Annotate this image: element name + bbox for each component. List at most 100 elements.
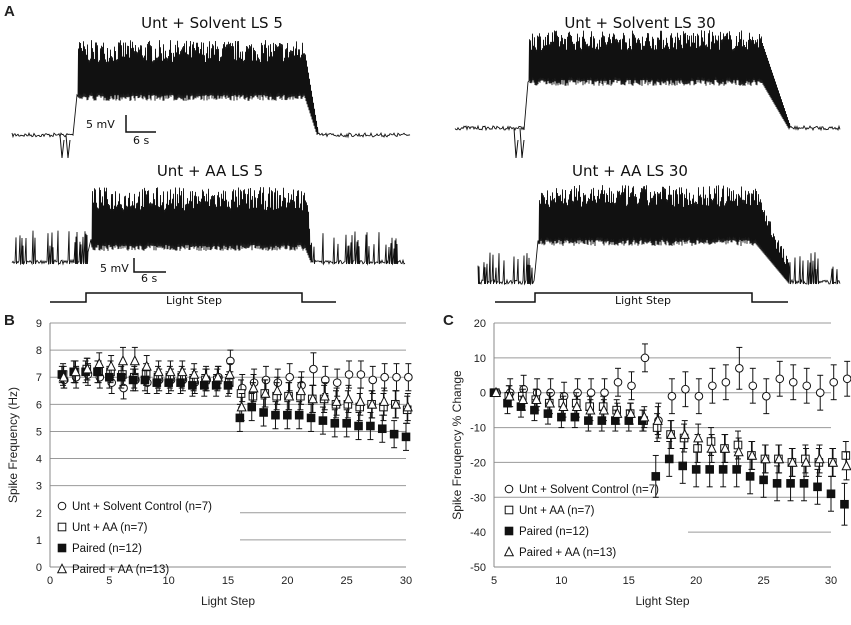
light-step-marker-left: [50, 292, 336, 303]
y-tick-label: 20: [474, 318, 486, 330]
data-point-triangle: [200, 371, 212, 382]
data-point-triangle: [248, 382, 259, 393]
trace-aa-ls30: [477, 185, 841, 286]
data-point-triangle: [693, 432, 704, 443]
data-point-triangle: [639, 411, 650, 422]
data-point-square-filled: [651, 472, 661, 481]
x-axis-label: Light Step: [635, 594, 689, 608]
data-point-circle: [761, 391, 771, 401]
data-point-triangle: [504, 390, 515, 401]
y-tick-label: 1: [36, 535, 42, 547]
data-point-triangle: [236, 401, 247, 412]
data-point-circle: [694, 391, 704, 401]
data-point-square-filled: [813, 482, 822, 492]
data-point-triangle: [260, 387, 271, 398]
series-triangle-open: [58, 346, 413, 422]
data-point-triangle: [165, 365, 176, 377]
data-point-triangle: [153, 365, 164, 377]
data-point-square-open: [693, 444, 702, 453]
data-point-square-filled: [140, 375, 150, 385]
data-point-triangle: [841, 459, 851, 471]
data-point-triangle: [94, 357, 105, 368]
light-step-label-left: Light Step: [166, 294, 222, 307]
data-point-circle: [392, 372, 401, 382]
data-point-triangle: [331, 395, 342, 406]
data-point-square-open: [57, 522, 67, 532]
data-point-circle: [57, 501, 67, 511]
data-point-square-filled: [247, 402, 257, 412]
data-point-square-filled: [745, 472, 755, 481]
y-tick-label: 0: [36, 562, 42, 574]
data-point-square-filled: [354, 421, 363, 431]
y-axis-label: Spike Freuqency % Change: [450, 370, 464, 520]
trace-title-aa-ls30: Unt + AA LS 30: [572, 162, 688, 180]
data-point-square-filled: [786, 479, 795, 488]
scale-bar-lines-top: [125, 115, 156, 133]
y-tick-label: 0: [480, 388, 486, 400]
data-point-triangle: [733, 446, 744, 457]
data-point-square-open: [504, 505, 514, 515]
x-tick-label: 15: [623, 575, 635, 587]
y-tick-label: -40: [470, 527, 486, 539]
data-point-square-filled: [516, 402, 526, 411]
x-tick-label: 20: [690, 575, 702, 587]
data-point-triangle: [355, 395, 366, 406]
data-point-triangle: [679, 428, 690, 439]
trace-solvent-ls30: [454, 30, 841, 132]
data-point-triangle: [787, 456, 798, 467]
panel-label-c: C: [443, 312, 454, 329]
data-point-square-filled: [624, 416, 634, 425]
data-point-triangle: [517, 393, 529, 404]
data-point-square-filled: [401, 432, 411, 442]
data-point-circle: [748, 381, 758, 391]
stimulus-artifact: [59, 134, 71, 159]
data-point-circle: [321, 375, 330, 385]
data-point-triangle: [212, 371, 224, 382]
data-point-triangle: [503, 546, 515, 557]
data-point-square-open: [248, 391, 258, 401]
legend-label: Paired (n=12): [72, 543, 142, 555]
x-tick-label: 30: [400, 575, 412, 587]
data-point-triangle: [129, 355, 140, 366]
data-point-circle: [667, 391, 677, 401]
data-point-circle: [681, 384, 690, 394]
data-point-square-filled: [318, 416, 328, 425]
legend-label: Unt + Solvent Control (n=7): [72, 501, 212, 513]
data-point-circle: [721, 377, 731, 387]
data-point-triangle: [272, 384, 283, 396]
scale-bar-top: 5 mV 6 s: [86, 115, 156, 147]
x-tick-label: 5: [491, 575, 497, 587]
x-axis-label: Light Step: [201, 594, 255, 608]
data-point-circle: [504, 484, 514, 494]
data-point-square-filled: [259, 408, 268, 417]
data-point-circle: [640, 353, 650, 363]
y-tick-label: 7: [36, 372, 42, 384]
data-point-triangle: [760, 453, 771, 464]
scale-bar-lines-bottom: [133, 258, 166, 273]
data-point-circle: [708, 381, 717, 391]
data-point-square-filled: [57, 543, 67, 553]
data-point-square-filled: [235, 413, 245, 423]
data-point-triangle: [141, 360, 152, 371]
data-point-triangle: [58, 371, 69, 382]
data-point-circle: [815, 388, 825, 398]
data-point-square-filled: [306, 413, 316, 423]
x-tick-label: 25: [757, 575, 769, 587]
data-point-triangle: [531, 393, 542, 404]
data-point-square-filled: [116, 372, 126, 382]
data-point-square-filled: [330, 419, 340, 428]
scale-bar-bottom: 5 mV 6 s: [100, 258, 166, 285]
y-tick-label: 4: [36, 454, 42, 466]
data-point-square-filled: [504, 526, 514, 536]
data-point-square-filled: [664, 454, 674, 464]
trace-solvent-ls5: [11, 40, 411, 139]
data-point-triangle: [106, 360, 117, 371]
light-step-label-right: Light Step: [615, 294, 671, 307]
data-point-square-filled: [342, 419, 351, 428]
data-point-square-open: [841, 451, 851, 460]
data-point-circle: [788, 377, 798, 387]
data-point-circle: [627, 381, 636, 391]
trace-title-aa-ls5: Unt + AA LS 5: [157, 162, 263, 180]
data-point-triangle: [720, 442, 731, 453]
